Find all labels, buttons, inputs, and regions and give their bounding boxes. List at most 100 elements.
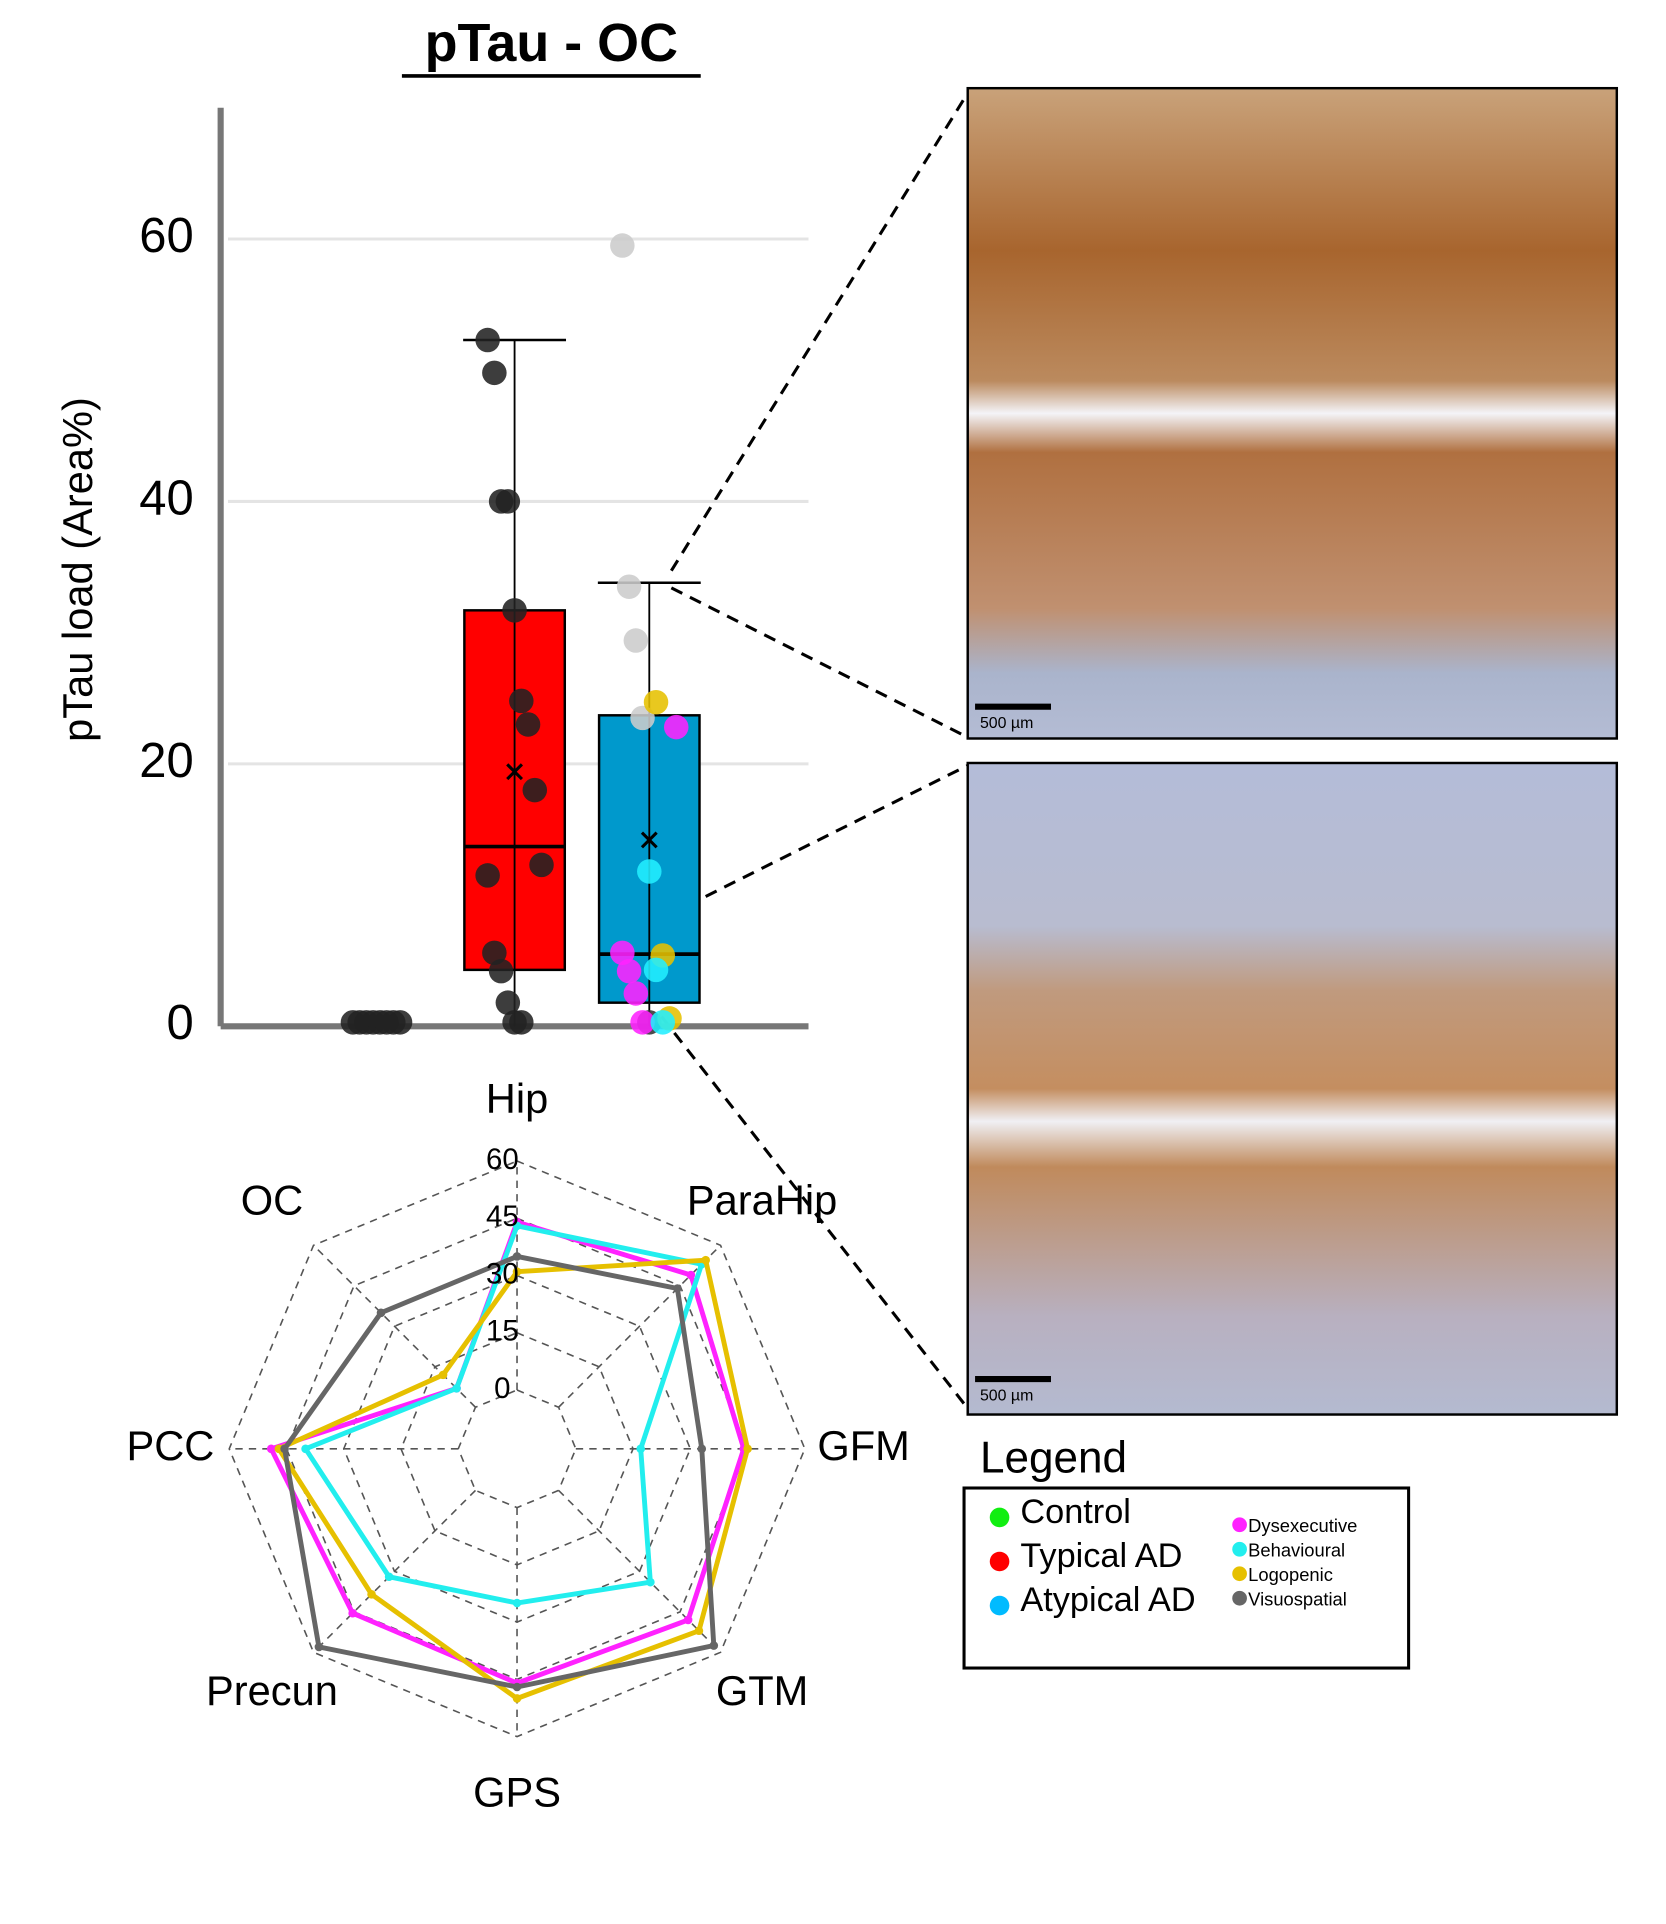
- axis-label: ParaHip: [687, 1177, 837, 1224]
- axis-label: GFM: [817, 1422, 909, 1469]
- radar-point: [512, 1598, 522, 1608]
- radar-point: [512, 1694, 522, 1703]
- radar-point: [512, 1252, 522, 1261]
- data-point: [643, 689, 669, 715]
- radar-point: [646, 1577, 655, 1587]
- data-point: [509, 688, 534, 714]
- radar-point: [301, 1444, 310, 1454]
- radar-point: [452, 1384, 461, 1393]
- legend-title: Legend: [980, 1434, 1127, 1483]
- data-point: [522, 777, 548, 803]
- radar-point: [673, 1284, 682, 1293]
- data-point: [502, 598, 527, 623]
- data-point: [650, 1010, 676, 1035]
- radar-point: [280, 1444, 289, 1454]
- radar-point: [348, 1608, 357, 1618]
- radar-line: [267, 1219, 747, 1686]
- data-point: [482, 360, 507, 386]
- radar-point: [636, 1444, 645, 1454]
- axis-label: Precun: [206, 1667, 338, 1714]
- radar-point: [438, 1370, 448, 1380]
- axis-label: GPS: [473, 1768, 561, 1815]
- data-point: [623, 981, 649, 1006]
- legend-label: Logopenic: [1248, 1564, 1333, 1585]
- r-tick-label: 60: [486, 1143, 519, 1176]
- legend-marker: [1232, 1541, 1247, 1557]
- data-point: [529, 852, 554, 878]
- radar-point: [686, 1270, 696, 1280]
- legend-label: Typical AD: [1020, 1537, 1182, 1575]
- grid-ring: [457, 1389, 577, 1509]
- data-point: [495, 990, 521, 1015]
- data-point: [488, 958, 514, 984]
- legend-box: [962, 1486, 1411, 1670]
- data-point: [475, 327, 500, 353]
- radar-point: [709, 1641, 719, 1650]
- scale-bar-label: 500 µm: [980, 715, 1033, 732]
- data-point: [643, 957, 669, 983]
- legend-label: Behavioural: [1248, 1540, 1345, 1561]
- radar-point: [701, 1255, 710, 1265]
- radar-point: [683, 1615, 693, 1625]
- radar-point: [367, 1590, 376, 1599]
- data-point: [482, 940, 507, 966]
- legend-label: Control: [1020, 1493, 1131, 1531]
- scale-bar-label: 500 µm: [980, 1387, 1033, 1404]
- chart-title: pTau - OC: [425, 13, 678, 73]
- data-point: [509, 1010, 534, 1035]
- legend-marker: [1232, 1590, 1247, 1606]
- data-point: [387, 1010, 413, 1035]
- legend-marker: [989, 1595, 1010, 1616]
- mean-marker: [506, 763, 524, 781]
- legend-label: Atypical AD: [1020, 1581, 1195, 1619]
- data-point: [610, 233, 635, 258]
- r-tick-label: 30: [486, 1257, 519, 1290]
- data-point: [623, 628, 649, 653]
- data-point: [475, 863, 500, 888]
- data-point: [495, 489, 521, 514]
- radar-point: [512, 1267, 522, 1276]
- legend-label: Visuospatial: [1248, 1589, 1347, 1610]
- axis-label: GTM: [716, 1667, 808, 1714]
- r-tick-label: 15: [486, 1315, 519, 1348]
- axis-label: Hip: [486, 1075, 548, 1122]
- r-tick-label: 45: [486, 1200, 519, 1233]
- radar-point: [376, 1308, 386, 1318]
- data-point: [610, 940, 635, 966]
- radar-point: [512, 1682, 522, 1692]
- radar-spoke: [312, 1244, 477, 1408]
- radar-point: [384, 1572, 394, 1582]
- micrograph-top: [966, 86, 1619, 740]
- radar-spoke: [558, 1489, 722, 1653]
- y-axis-label: pTau load (Area%): [54, 397, 101, 742]
- legend-marker: [1232, 1566, 1247, 1582]
- data-point: [630, 1010, 655, 1035]
- y-tick-label: 20: [139, 734, 193, 788]
- data-point: [616, 574, 642, 599]
- radar-point: [314, 1642, 324, 1652]
- grid-ring: [228, 1160, 806, 1738]
- data-point: [637, 859, 662, 884]
- mean-marker: [640, 831, 658, 849]
- radar-point: [743, 1444, 752, 1454]
- radar-point: [512, 1221, 522, 1231]
- axis-label: OC: [241, 1177, 303, 1224]
- axis-label: PCC: [126, 1422, 214, 1469]
- data-point: [515, 712, 541, 737]
- y-tick-label: 40: [139, 471, 193, 525]
- radar-point: [694, 1626, 704, 1636]
- data-point: [616, 958, 642, 984]
- r-tick-label: 0: [494, 1372, 510, 1405]
- micrograph-bottom: [966, 761, 1619, 1416]
- legend-marker: [989, 1507, 1010, 1528]
- legend-label: Dysexecutive: [1248, 1515, 1357, 1536]
- radar-point: [266, 1444, 276, 1454]
- y-tick-label: 0: [166, 996, 193, 1050]
- radar-spoke: [312, 1489, 477, 1653]
- legend-marker: [989, 1551, 1010, 1572]
- data-point: [663, 714, 689, 740]
- legend-marker: [1232, 1517, 1247, 1533]
- y-tick-label: 60: [139, 209, 193, 263]
